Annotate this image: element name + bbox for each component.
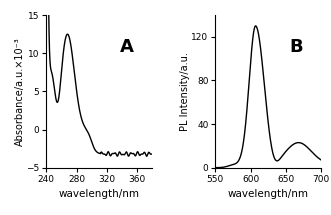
Y-axis label: PL Intensity/a.u.: PL Intensity/a.u. — [180, 52, 190, 131]
X-axis label: wavelength/nm: wavelength/nm — [228, 189, 309, 199]
X-axis label: wavelength/nm: wavelength/nm — [59, 189, 140, 199]
Text: B: B — [289, 38, 303, 56]
Text: A: A — [120, 38, 134, 56]
Y-axis label: Absorbance/a.u.×10⁻³: Absorbance/a.u.×10⁻³ — [15, 37, 25, 146]
